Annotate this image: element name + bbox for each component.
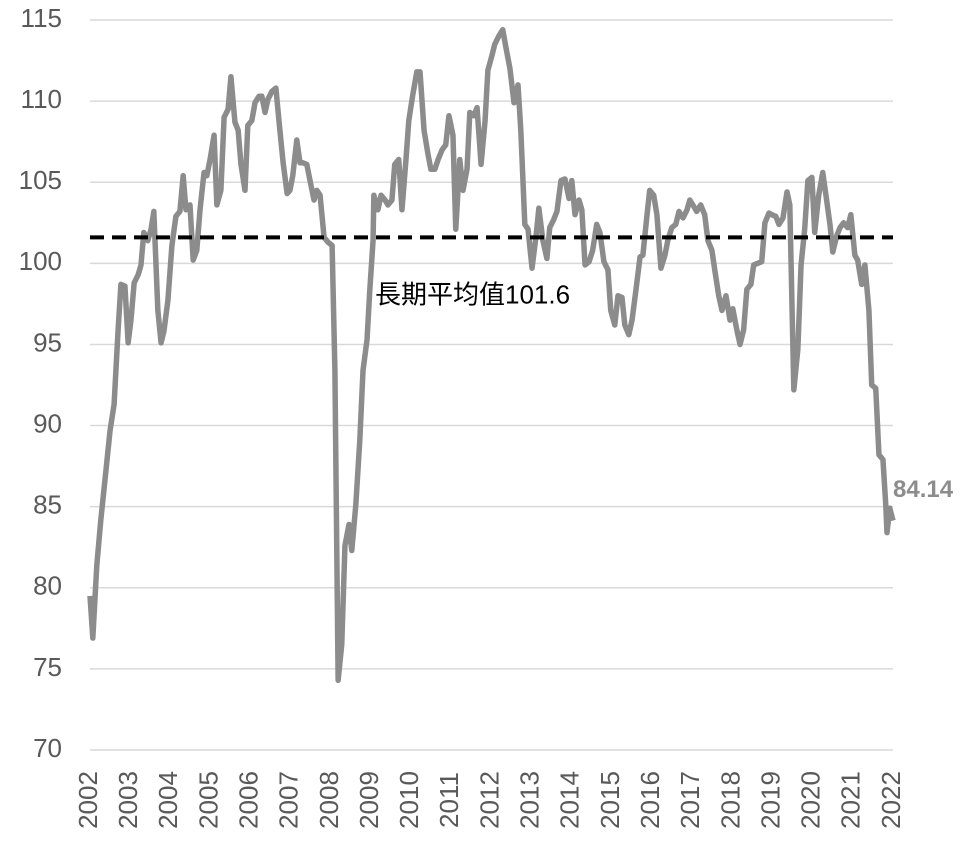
x-tick-label: 2013 (515, 771, 545, 829)
x-tick-label: 2018 (715, 771, 745, 829)
x-tick-label: 2004 (153, 771, 183, 829)
y-tick-label: 110 (21, 84, 62, 114)
x-tick-label: 2005 (193, 771, 223, 829)
x-tick-label: 2006 (233, 771, 263, 829)
y-tick-label: 75 (33, 652, 62, 682)
x-tick-label: 2002 (73, 771, 103, 829)
x-tick-label: 2011 (434, 772, 464, 828)
x-tick-label: 2021 (836, 771, 866, 829)
x-tick-label: 2010 (394, 771, 424, 829)
x-tick-label: 2019 (755, 771, 785, 829)
x-tick-label: 2009 (354, 771, 384, 829)
end-value-label: 84.14 (893, 476, 954, 503)
x-tick-label: 2014 (555, 771, 585, 829)
y-tick-label: 95 (33, 327, 62, 357)
x-tick-label: 2017 (675, 771, 705, 829)
series-line (87, 26, 896, 683)
x-tick-label: 2012 (474, 771, 504, 829)
x-tick-label: 2015 (595, 771, 625, 829)
y-tick-label: 70 (33, 733, 62, 763)
x-tick-label: 2020 (796, 771, 826, 829)
y-tick-label: 90 (33, 408, 62, 438)
y-tick-label: 85 (33, 490, 62, 520)
x-tick-label: 2022 (876, 771, 906, 829)
x-tick-label: 2003 (113, 771, 143, 829)
y-tick-label: 100 (19, 246, 62, 276)
reference-label: 長期平均值101.6 (375, 279, 570, 309)
y-tick-label: 80 (33, 571, 62, 601)
x-tick-label: 2008 (314, 771, 344, 829)
x-tick-label: 2016 (635, 771, 665, 829)
x-tick-label: 2007 (274, 771, 304, 829)
y-tick-label: 115 (21, 3, 62, 33)
y-tick-label: 105 (19, 165, 62, 195)
